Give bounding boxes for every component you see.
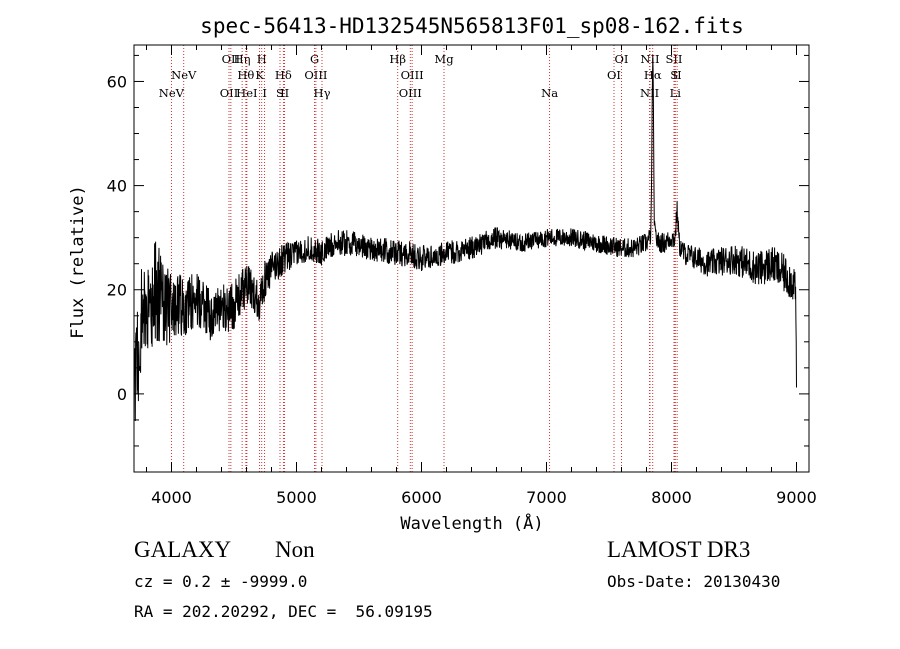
line-label-12: II (280, 86, 289, 100)
y-tick-label: 20 (107, 281, 127, 300)
chart-title: spec-56413-HD132545N565813F01_sp08-162.f… (200, 14, 744, 38)
spectrum-line (134, 58, 797, 422)
x-tick-label: 9000 (776, 488, 817, 507)
spectrum-series (134, 58, 797, 422)
y-axis-label: Flux (relative) (68, 185, 88, 339)
line-label-10: S (276, 86, 284, 100)
line-label-17: OIII (401, 68, 424, 82)
x-axis-label: Wavelength (Å) (400, 512, 543, 534)
line-label-25: NII (640, 86, 659, 100)
object-subclass: Non (275, 537, 315, 562)
line-label-3: OII (222, 52, 241, 66)
line-label-7: K (255, 68, 264, 82)
line-label-21: OI (607, 68, 621, 82)
line-label-13: G (310, 52, 319, 66)
line-label-29: Li (670, 86, 682, 100)
line-label-11: Hδ (275, 68, 292, 82)
line-label-18: OIII (399, 86, 422, 100)
line-label-26: SII (666, 52, 683, 66)
y-tick-label: 40 (107, 177, 127, 196)
x-tick-label: 5000 (276, 488, 317, 507)
x-tick-label: 8000 (651, 488, 692, 507)
line-label-22: OI (615, 52, 629, 66)
line-label-0: NeV (159, 86, 185, 100)
line-label-19: Mg (434, 52, 454, 66)
coordinates: RA = 202.20292, DEC = 56.09195 (134, 602, 433, 621)
axis-ticks: 4000 5000 6000 7000 8000 9000 0 20 40 60 (107, 45, 817, 507)
line-label-27: S (670, 68, 678, 82)
redshift-value: cz = 0.2 ± -9999.0 (134, 572, 308, 591)
line-label-9: I (262, 86, 267, 100)
x-tick-label: 4000 (151, 488, 192, 507)
line-label-28: II (673, 68, 682, 82)
line-label-20: Na (541, 86, 558, 100)
line-label-2: OII (220, 86, 239, 100)
object-class: GALAXY (134, 537, 232, 562)
x-tick-label: 7000 (526, 488, 567, 507)
observation-date: Obs-Date: 20130430 (607, 572, 781, 591)
line-label-6: HeI (236, 86, 257, 100)
survey-name: LAMOST DR3 (607, 537, 751, 562)
line-label-4: Hη (234, 52, 251, 66)
line-label-5: Hθ (237, 68, 254, 82)
line-label-15: Hγ (314, 86, 331, 100)
line-label-14: OIII (304, 68, 327, 82)
line-label-23: NII (640, 52, 659, 66)
y-tick-label: 60 (107, 72, 127, 91)
line-label-16: Hβ (389, 52, 406, 66)
line-label-8: H (257, 52, 267, 66)
x-tick-label: 6000 (401, 488, 442, 507)
line-label-1: NeV (171, 68, 197, 82)
y-tick-label: 0 (117, 385, 127, 404)
